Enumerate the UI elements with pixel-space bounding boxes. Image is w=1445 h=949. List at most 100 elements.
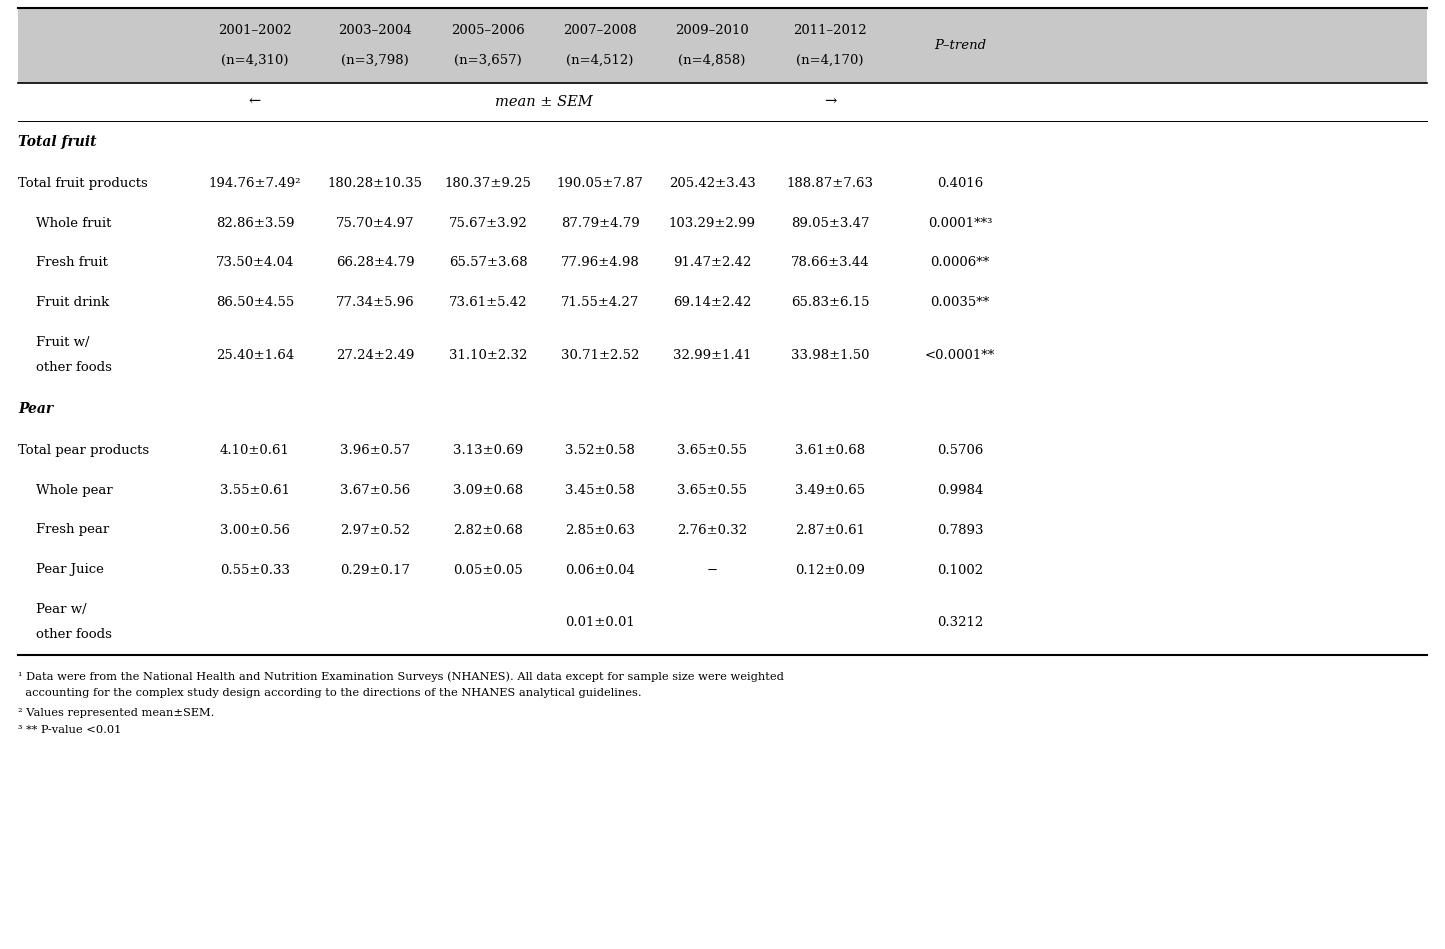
Text: 2.82±0.68: 2.82±0.68 — [454, 524, 523, 536]
Text: 2.87±0.61: 2.87±0.61 — [795, 524, 866, 536]
Text: 103.29±2.99: 103.29±2.99 — [669, 216, 756, 230]
Text: 0.0035**: 0.0035** — [931, 296, 990, 309]
Text: 65.83±6.15: 65.83±6.15 — [790, 296, 870, 309]
Text: 0.05±0.05: 0.05±0.05 — [454, 564, 523, 576]
Text: P–trend: P–trend — [933, 39, 985, 51]
Text: <0.0001**: <0.0001** — [925, 349, 996, 362]
Text: 3.67±0.56: 3.67±0.56 — [340, 483, 410, 496]
Text: −: − — [707, 564, 718, 576]
Text: (n=4,858): (n=4,858) — [678, 53, 746, 66]
Text: 32.99±1.41: 32.99±1.41 — [673, 349, 751, 362]
Text: 25.40±1.64: 25.40±1.64 — [215, 349, 295, 362]
Text: other foods: other foods — [36, 361, 111, 374]
Text: 3.61±0.68: 3.61±0.68 — [795, 443, 866, 456]
Text: 0.0001**³: 0.0001**³ — [928, 216, 993, 230]
Text: Fresh fruit: Fresh fruit — [36, 256, 108, 270]
Text: 4.10±0.61: 4.10±0.61 — [220, 443, 290, 456]
Text: mean ± SEM: mean ± SEM — [494, 95, 592, 109]
Text: 3.45±0.58: 3.45±0.58 — [565, 483, 634, 496]
Text: 2001–2002: 2001–2002 — [218, 24, 292, 36]
Text: Fruit w/: Fruit w/ — [36, 336, 90, 349]
Text: 71.55±4.27: 71.55±4.27 — [561, 296, 639, 309]
Text: 31.10±2.32: 31.10±2.32 — [449, 349, 527, 362]
Text: 0.55±0.33: 0.55±0.33 — [220, 564, 290, 576]
Text: other foods: other foods — [36, 627, 111, 641]
Text: ³ ** P-value <0.01: ³ ** P-value <0.01 — [17, 725, 121, 735]
Text: 30.71±2.52: 30.71±2.52 — [561, 349, 639, 362]
Text: 180.28±10.35: 180.28±10.35 — [328, 177, 422, 190]
Text: 0.7893: 0.7893 — [936, 524, 983, 536]
Text: (n=4,170): (n=4,170) — [796, 53, 864, 66]
Text: 27.24±2.49: 27.24±2.49 — [335, 349, 415, 362]
Text: 0.4016: 0.4016 — [936, 177, 983, 190]
Text: 2.76±0.32: 2.76±0.32 — [676, 524, 747, 536]
Text: 0.12±0.09: 0.12±0.09 — [795, 564, 866, 576]
Text: 188.87±7.63: 188.87±7.63 — [786, 177, 873, 190]
Text: 3.49±0.65: 3.49±0.65 — [795, 483, 866, 496]
Text: 3.96±0.57: 3.96±0.57 — [340, 443, 410, 456]
Text: 77.34±5.96: 77.34±5.96 — [335, 296, 415, 309]
Text: 0.06±0.04: 0.06±0.04 — [565, 564, 634, 576]
Text: 0.01±0.01: 0.01±0.01 — [565, 616, 634, 629]
Text: 2003–2004: 2003–2004 — [338, 24, 412, 36]
Text: 2005–2006: 2005–2006 — [451, 24, 525, 36]
Text: 0.3212: 0.3212 — [936, 616, 983, 629]
Text: 0.0006**: 0.0006** — [931, 256, 990, 270]
Text: 65.57±3.68: 65.57±3.68 — [449, 256, 527, 270]
Text: 2011–2012: 2011–2012 — [793, 24, 867, 36]
Text: Pear Juice: Pear Juice — [36, 564, 104, 576]
Text: 69.14±2.42: 69.14±2.42 — [673, 296, 751, 309]
Text: 91.47±2.42: 91.47±2.42 — [673, 256, 751, 270]
Text: 82.86±3.59: 82.86±3.59 — [215, 216, 295, 230]
Text: 0.1002: 0.1002 — [936, 564, 983, 576]
Text: 180.37±9.25: 180.37±9.25 — [445, 177, 532, 190]
Text: 89.05±3.47: 89.05±3.47 — [790, 216, 870, 230]
Text: 0.29±0.17: 0.29±0.17 — [340, 564, 410, 576]
Text: (n=4,310): (n=4,310) — [221, 53, 289, 66]
Text: 73.61±5.42: 73.61±5.42 — [449, 296, 527, 309]
Text: 87.79±4.79: 87.79±4.79 — [561, 216, 639, 230]
Bar — [17, 8, 1428, 83]
Text: ¹ Data were from the National Health and Nutrition Examination Surveys (NHANES).: ¹ Data were from the National Health and… — [17, 671, 783, 681]
Text: 3.09±0.68: 3.09±0.68 — [452, 483, 523, 496]
Text: Total pear products: Total pear products — [17, 443, 149, 456]
Text: Total fruit: Total fruit — [17, 135, 97, 149]
Text: Pear: Pear — [17, 402, 53, 416]
Text: 33.98±1.50: 33.98±1.50 — [790, 349, 870, 362]
Text: 2.85±0.63: 2.85±0.63 — [565, 524, 634, 536]
Text: 3.55±0.61: 3.55±0.61 — [220, 483, 290, 496]
Text: 0.9984: 0.9984 — [936, 483, 983, 496]
Text: Whole fruit: Whole fruit — [36, 216, 111, 230]
Text: 194.76±7.49²: 194.76±7.49² — [208, 177, 301, 190]
Text: 3.65±0.55: 3.65±0.55 — [678, 483, 747, 496]
Text: 2009–2010: 2009–2010 — [675, 24, 749, 36]
Text: 3.13±0.69: 3.13±0.69 — [452, 443, 523, 456]
Text: 73.50±4.04: 73.50±4.04 — [215, 256, 295, 270]
Text: 86.50±4.55: 86.50±4.55 — [215, 296, 295, 309]
Text: 3.52±0.58: 3.52±0.58 — [565, 443, 634, 456]
Text: ←: ← — [249, 95, 262, 109]
Text: 3.00±0.56: 3.00±0.56 — [220, 524, 290, 536]
Text: accounting for the complex study design according to the directions of the NHANE: accounting for the complex study design … — [17, 688, 642, 698]
Text: (n=3,657): (n=3,657) — [454, 53, 522, 66]
Text: Fresh pear: Fresh pear — [36, 524, 110, 536]
Text: 75.67±3.92: 75.67±3.92 — [448, 216, 527, 230]
Text: Pear w/: Pear w/ — [36, 603, 87, 616]
Text: 77.96±4.98: 77.96±4.98 — [561, 256, 639, 270]
Text: 75.70±4.97: 75.70±4.97 — [335, 216, 415, 230]
Text: →: → — [824, 95, 837, 109]
Text: (n=3,798): (n=3,798) — [341, 53, 409, 66]
Text: 0.5706: 0.5706 — [936, 443, 983, 456]
Text: ² Values represented mean±SEM.: ² Values represented mean±SEM. — [17, 708, 214, 718]
Text: 78.66±3.44: 78.66±3.44 — [790, 256, 870, 270]
Text: 2.97±0.52: 2.97±0.52 — [340, 524, 410, 536]
Text: 190.05±7.87: 190.05±7.87 — [556, 177, 643, 190]
Text: 3.65±0.55: 3.65±0.55 — [678, 443, 747, 456]
Text: 205.42±3.43: 205.42±3.43 — [669, 177, 756, 190]
Text: Whole pear: Whole pear — [36, 483, 113, 496]
Text: Total fruit products: Total fruit products — [17, 177, 147, 190]
Text: (n=4,512): (n=4,512) — [566, 53, 634, 66]
Text: Fruit drink: Fruit drink — [36, 296, 110, 309]
Text: 66.28±4.79: 66.28±4.79 — [335, 256, 415, 270]
Text: 2007–2008: 2007–2008 — [564, 24, 637, 36]
